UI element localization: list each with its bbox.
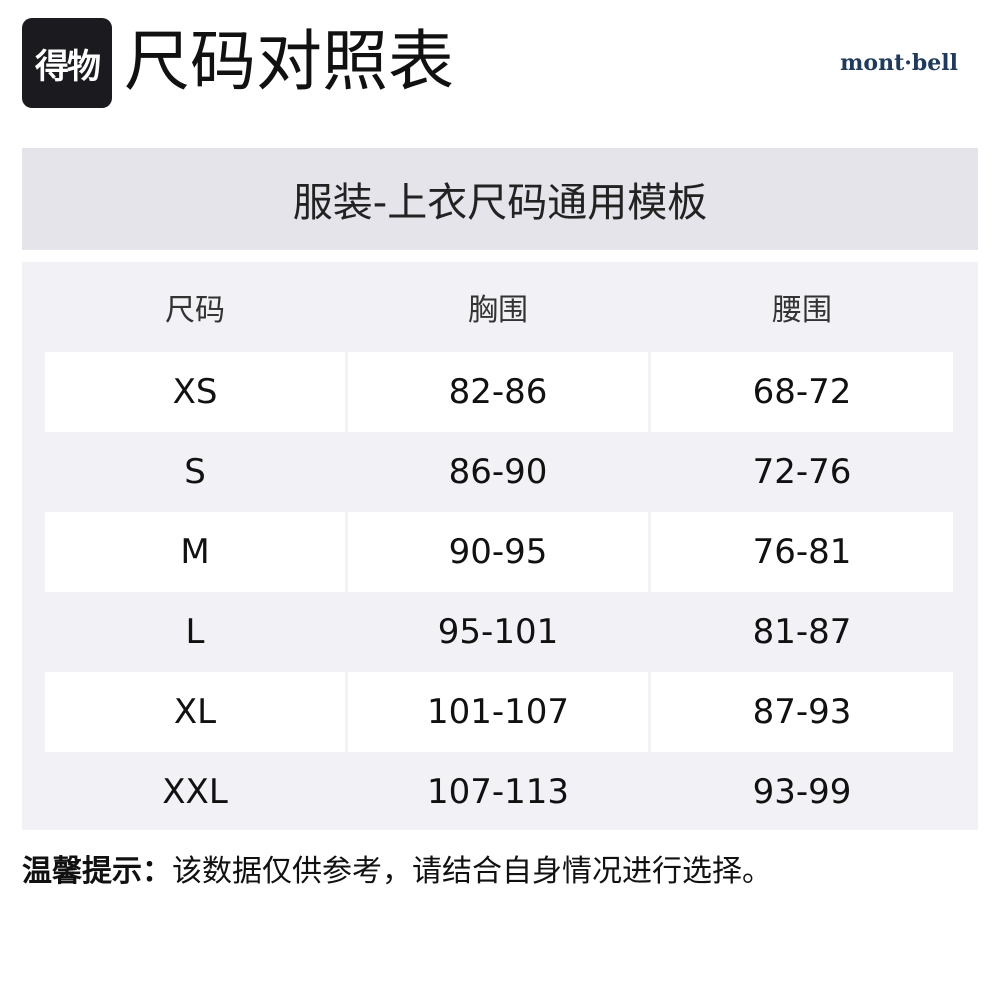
waist-cell: 68-72	[651, 352, 953, 432]
dewu-logo: 得物	[22, 18, 112, 108]
chest-cell: 90-95	[348, 512, 648, 592]
size-cell: L	[185, 612, 205, 652]
table-row: M 90-95 76-81	[22, 512, 978, 592]
page-title: 尺码对照表	[124, 23, 454, 100]
note: 温馨提示：该数据仅供参考，请结合自身情况进行选择。	[22, 846, 772, 890]
waist-cell: 87-93	[651, 672, 953, 752]
chest-cell: 86-90	[448, 452, 548, 492]
waist-cell: 76-81	[651, 512, 953, 592]
chest-cell: 101-107	[348, 672, 648, 752]
table-row: L 95-101 81-87	[22, 592, 978, 672]
table-header: 尺码 胸围 腰围	[22, 262, 978, 342]
table-row: XS 82-86 68-72	[22, 352, 978, 432]
column-header-chest: 胸围	[468, 293, 528, 328]
note-text: 该数据仅供参考，请结合自身情况进行选择。	[172, 854, 772, 889]
logo-text: 得物	[35, 46, 101, 87]
chest-cell: 95-101	[437, 612, 559, 652]
size-cell: XS	[45, 352, 345, 432]
size-cell: M	[45, 512, 345, 592]
waist-cell: 93-99	[752, 772, 852, 812]
note-label: 温馨提示：	[22, 854, 172, 889]
table-row: XL 101-107 87-93	[22, 672, 978, 752]
size-cell: XL	[45, 672, 345, 752]
waist-cell: 72-76	[752, 452, 852, 492]
table-title: 服装-上衣尺码通用模板	[22, 148, 978, 250]
size-table: 尺码 胸围 腰围 XS 82-86 68-72 S 86-90 72-76 M …	[22, 262, 978, 830]
chest-cell: 107-113	[426, 772, 570, 812]
column-header-waist: 腰围	[772, 293, 832, 328]
chest-cell: 82-86	[348, 352, 648, 432]
size-cell: S	[184, 452, 206, 492]
table-row: XXL 107-113 93-99	[22, 752, 978, 832]
size-cell: XXL	[162, 772, 228, 812]
waist-cell: 81-87	[752, 612, 852, 652]
column-header-size: 尺码	[165, 293, 225, 328]
table-row: S 86-90 72-76	[22, 432, 978, 512]
brand-logo: mont·bell	[840, 50, 958, 76]
